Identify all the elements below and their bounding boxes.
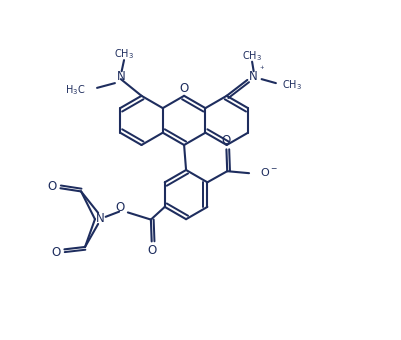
Text: O: O xyxy=(148,244,157,257)
Text: O: O xyxy=(51,246,60,259)
Text: N: N xyxy=(95,212,104,225)
Text: CH$_3$: CH$_3$ xyxy=(114,48,134,62)
Text: O: O xyxy=(115,201,124,214)
Text: O$^-$: O$^-$ xyxy=(259,166,277,178)
Text: H$_3$C: H$_3$C xyxy=(65,83,85,97)
Text: $^+$: $^+$ xyxy=(257,64,265,73)
Text: O: O xyxy=(179,82,188,95)
Text: CH$_3$: CH$_3$ xyxy=(282,78,302,91)
Text: O: O xyxy=(221,134,231,147)
Text: N: N xyxy=(116,70,125,83)
Text: CH$_3$: CH$_3$ xyxy=(241,49,261,63)
Text: N: N xyxy=(249,70,257,83)
Text: O: O xyxy=(47,180,56,193)
